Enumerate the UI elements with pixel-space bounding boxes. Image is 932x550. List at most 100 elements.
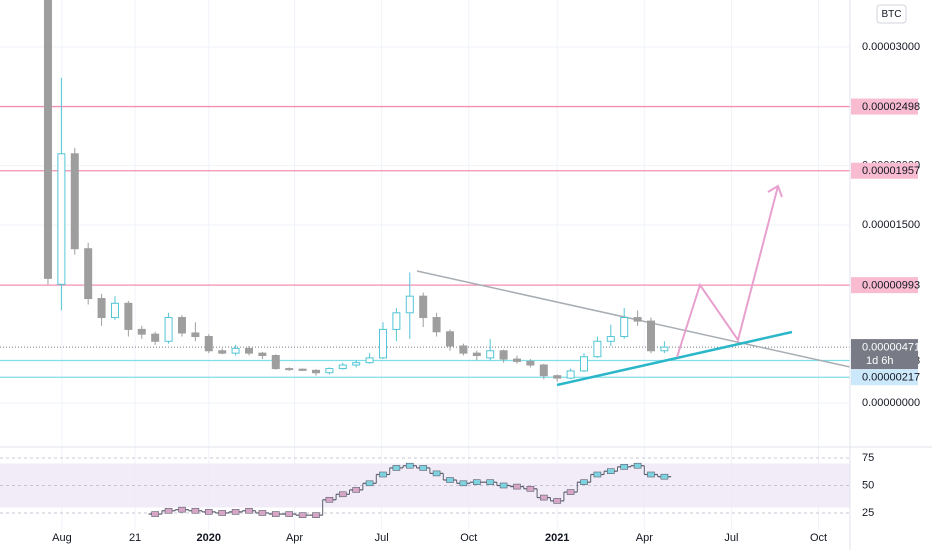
candle-body: [137, 328, 146, 335]
candle-body: [57, 153, 66, 285]
x-tick-label: 2020: [197, 532, 221, 544]
candles-layer: [43, 0, 669, 382]
candle-body: [499, 350, 508, 360]
x-tick-label: Jul: [724, 532, 738, 544]
candle-body: [204, 336, 213, 352]
rsi-marker: [432, 470, 441, 477]
rsi-marker: [164, 507, 173, 514]
rsi-marker: [486, 479, 494, 485]
rsi-marker: [379, 471, 387, 478]
price-level-label: 0.00000993: [862, 280, 920, 292]
candle-body: [124, 302, 133, 330]
rsi-marker: [419, 465, 427, 471]
candle-body: [352, 362, 361, 366]
rsi-marker: [151, 511, 159, 517]
rsi-marker: [191, 507, 200, 514]
rsi-marker: [352, 487, 360, 493]
rsi-marker: [580, 479, 588, 485]
rsi-marker: [633, 462, 642, 469]
y-tick-label: 0.00001500: [862, 219, 920, 231]
x-tick-label: Apr: [636, 532, 653, 544]
trend-line-upper: [416, 270, 850, 368]
candle-body: [539, 364, 548, 377]
rsi-marker: [298, 512, 307, 518]
candle-body: [620, 317, 629, 338]
drawings: [416, 184, 850, 387]
candle-body: [392, 312, 401, 330]
rsi-marker: [620, 464, 628, 470]
candle-body: [432, 317, 441, 333]
candle-body: [660, 346, 669, 352]
candle-body: [365, 357, 374, 364]
candle-body: [43, 0, 52, 279]
rsi-marker: [593, 471, 602, 478]
rsi-marker: [472, 479, 481, 485]
rsi-marker: [392, 465, 401, 471]
candle-body: [325, 368, 334, 374]
projection-path: [676, 185, 779, 358]
rsi-marker: [446, 477, 454, 483]
candle-body: [298, 368, 307, 371]
rsi-marker: [312, 512, 320, 518]
candle-body: [593, 340, 602, 358]
rsi-marker: [258, 510, 267, 516]
candle-body: [84, 248, 93, 300]
candle-body: [231, 347, 240, 354]
grid-layer: [0, 0, 850, 530]
price-level-label: 0.00001957: [862, 165, 920, 177]
price-level-label: 0.00000217: [862, 372, 920, 384]
rsi-marker: [459, 480, 468, 487]
candle-body: [647, 320, 656, 352]
rsi-marker: [245, 507, 253, 514]
candle-body: [486, 350, 495, 359]
x-tick-label: Oct: [810, 532, 827, 544]
price-level-badge: [851, 277, 918, 294]
price-level-label: 0.00002498: [862, 101, 920, 113]
rsi-marker: [218, 510, 226, 516]
candle-body: [271, 355, 280, 370]
rsi-marker: [405, 462, 414, 469]
candle-body: [526, 360, 535, 366]
candle-body: [151, 333, 160, 342]
rsi-marker: [285, 511, 293, 517]
x-tick-label: Jul: [375, 532, 389, 544]
y-tick-label: 0.00000000: [862, 397, 920, 409]
rsi-marker: [271, 511, 280, 517]
rsi-marker: [539, 494, 548, 501]
candle-body: [606, 336, 615, 342]
rsi-marker: [513, 483, 521, 490]
rsi-tick-label: 50: [862, 479, 874, 491]
x-tick-label: Apr: [286, 532, 303, 544]
unit-badge[interactable]: [876, 4, 907, 24]
candle-body: [110, 302, 119, 319]
candle-body: [70, 153, 79, 250]
candle-body: [218, 350, 227, 354]
candle-body: [97, 298, 106, 319]
axis-layer: Aug 21 2020 Apr Jul Oct 2021 Apr Jul Oct 0.0000000…: [52, 41, 920, 544]
price-level-badge: [851, 162, 918, 179]
rsi-marker: [325, 496, 334, 503]
candle-body: [311, 369, 320, 374]
rsi-marker: [606, 468, 615, 475]
projection-arrowhead: [767, 184, 783, 198]
countdown-label: 1d 6h: [866, 355, 894, 367]
last-price-label: 0.00000471: [862, 341, 920, 353]
last-price-badge: [851, 339, 918, 370]
rsi-marker: [566, 489, 575, 495]
candle-body: [338, 364, 347, 370]
rsi-marker: [499, 482, 508, 489]
candle-body: [553, 375, 562, 379]
rsi-marker: [526, 485, 535, 492]
x-tick-label: Oct: [460, 532, 477, 544]
price-level-badge: [851, 369, 918, 386]
candle-body: [459, 345, 468, 354]
rsi-layer: [0, 457, 850, 518]
candle-body: [258, 352, 267, 357]
trend-line-lower: [556, 330, 793, 387]
candle-body: [472, 352, 481, 357]
rsi-marker: [204, 509, 213, 515]
rsi-tick-label: 25: [862, 507, 874, 519]
candle-body: [579, 356, 588, 372]
